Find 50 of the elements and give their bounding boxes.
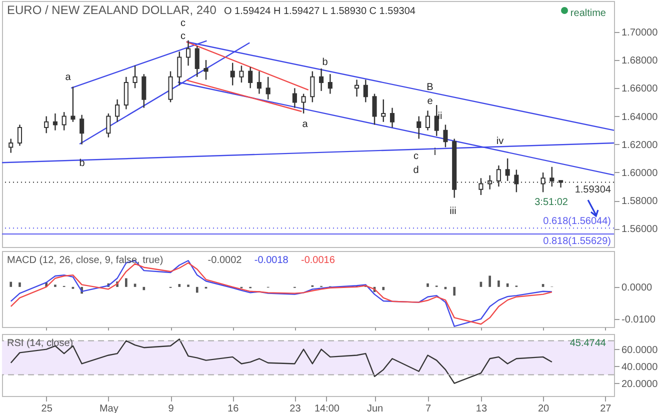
x-tick-label: 13 — [476, 404, 488, 413]
annotation: i — [434, 147, 436, 158]
y-tick-label: 1.56000 — [622, 224, 658, 236]
annotation: realtime — [570, 8, 606, 19]
y-tick-label: 1.68000 — [622, 56, 658, 67]
y-tick-label: 1.70000 — [622, 27, 658, 38]
annotation: e — [427, 96, 434, 107]
ref-line-label: 0.618(1.56044) — [543, 216, 611, 228]
annotation: c — [180, 18, 186, 29]
ref-line-label: 0.818(1.55629) — [543, 236, 611, 247]
annotation: b — [322, 57, 328, 68]
annotation: c — [180, 31, 186, 42]
ref-line-label: 1.59304 — [574, 184, 612, 196]
y-tick-label: 20.0000 — [622, 378, 658, 390]
y-tick-label: 1.62000 — [622, 140, 658, 151]
annotation: iii — [450, 206, 456, 217]
x-tick-label: 23 — [290, 404, 302, 413]
annotation: 3:51:02 — [534, 197, 568, 208]
y-tick-label: 60.0000 — [622, 344, 658, 356]
annotation: d — [413, 165, 419, 176]
x-tick-label: 7 — [425, 404, 432, 413]
annotation: a — [65, 72, 72, 83]
annotation: ii — [438, 111, 442, 122]
chart-title: MACD (12, 26, close, 9, false, true) — [7, 255, 164, 266]
y-tick-label: 1.58000 — [622, 196, 658, 208]
text: -0.0002 — [208, 255, 242, 266]
annotation: 45.4744 — [570, 338, 606, 349]
y-tick-label: 1.64000 — [622, 112, 658, 123]
y-tick-label: -0.0100 — [622, 314, 656, 326]
text: -0.0018 — [254, 255, 289, 266]
text: O 1.59424 H 1.59427 L 1.58930 C 1.59304 — [224, 6, 416, 17]
annotation: c — [414, 151, 418, 162]
y-tick-label: 1.60000 — [622, 168, 658, 179]
x-tick-label: 9 — [168, 404, 174, 413]
x-tick-label: 27 — [600, 404, 612, 413]
x-tick-label: 14:00 — [314, 404, 340, 413]
text: -0.0016 — [301, 255, 336, 266]
chart-title: EURO / NEW ZEALAND DOLLAR, 240 — [7, 3, 217, 17]
x-tick-label: 20 — [538, 404, 550, 413]
annotation: iv — [496, 136, 504, 147]
y-tick-label: 0.0000 — [622, 282, 653, 294]
annotation: a — [302, 119, 308, 130]
chart-title: RSI (14, close) — [7, 338, 74, 349]
annotation: b — [79, 158, 86, 169]
x-tick-label: Jun — [366, 404, 384, 413]
x-tick-label: 25 — [41, 404, 53, 413]
annotation: B — [426, 82, 434, 93]
x-tick-label: 16 — [228, 404, 240, 413]
y-tick-label: 1.66000 — [622, 84, 658, 95]
y-tick-label: 40.0000 — [622, 362, 658, 373]
